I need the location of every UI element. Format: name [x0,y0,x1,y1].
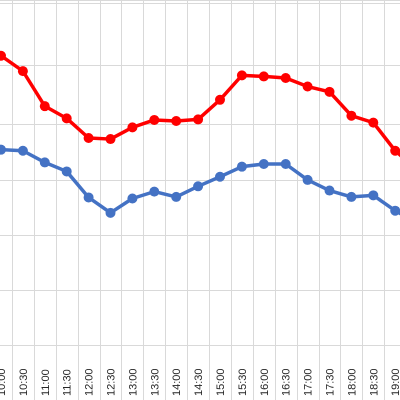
series-2-point [171,191,182,202]
series-2-point [280,159,291,170]
series-1-point [390,145,400,156]
x-tick-label: 10:30 [18,368,30,396]
series-1-point [302,81,313,92]
series-1-point [368,117,379,128]
series-2-point [149,186,160,197]
x-tick-label: 12:30 [106,368,118,396]
series-1-point [105,134,116,145]
series-2-point [236,161,247,172]
series-1-point [193,114,204,125]
series-2-point [215,171,225,182]
x-tick-label: 16:00 [259,368,271,396]
series-2-point [390,205,400,216]
x-tick-label: 19:00 [390,368,400,396]
x-tick-label: 11:30 [62,369,74,396]
series-2-point [61,166,72,177]
series-2-point [17,145,28,156]
series-1-point [280,73,291,84]
series-1-point [236,70,247,81]
series-1-point [215,94,225,105]
x-tick-label: 11:00 [40,369,52,396]
x-tick-label: 15:30 [237,368,249,396]
x-tick-label: 14:30 [193,368,205,396]
x-tick-label: 17:30 [325,368,337,396]
x-tick-label: 10:00 [0,368,8,396]
series-2-point [193,181,204,192]
series-layer [0,50,400,218]
series-2-point [105,207,116,218]
series-1-point [258,71,269,82]
series-1-point [0,50,6,61]
series-1-point [346,110,357,121]
x-tick-label: 18:30 [368,368,380,396]
x-tick-label: 16:30 [281,368,293,396]
series-1-point [61,113,72,124]
series-2-point [0,144,6,155]
x-tick-label: 18:00 [346,368,358,396]
x-axis-tick-labels: 10:00 10:30 11:00 11:30 12:00 12:30 13:00 13:30… [0,368,400,396]
x-tick-label: 13:00 [127,368,139,396]
series-2-point [39,157,50,168]
series-1-point [149,114,160,125]
x-tick-label: 12:00 [84,368,96,396]
series-1-point [39,101,50,112]
series-2-point [83,192,94,203]
series-1-point [127,122,138,133]
x-tick-label: 13:30 [149,368,161,396]
series-2-point [324,185,335,196]
series-1-point [83,133,94,143]
series-2-point [302,174,313,185]
series-2-point [368,190,379,201]
x-tick-label: 14:00 [171,368,183,396]
series-1-point [171,116,182,127]
series-2-point [127,193,138,204]
x-tick-label: 15:00 [215,368,227,396]
series-2-point [346,191,357,202]
x-tick-label: 17:00 [303,368,315,396]
series-1-point [324,86,335,97]
series-2-point [258,159,269,170]
series-1-point [17,66,28,77]
